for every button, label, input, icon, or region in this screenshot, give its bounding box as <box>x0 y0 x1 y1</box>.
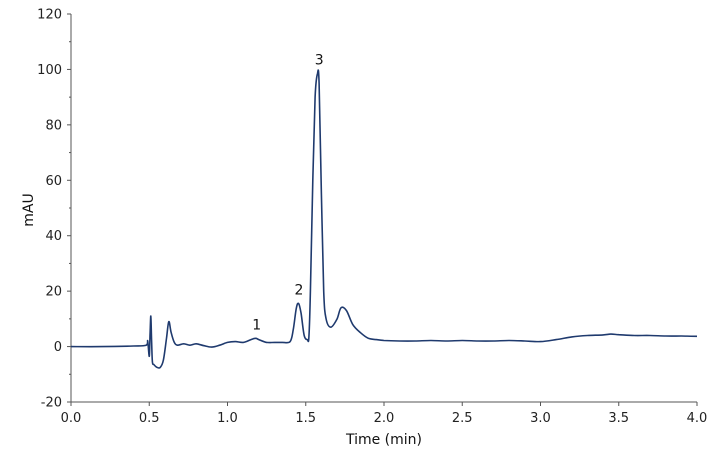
peak-label-2: 2 <box>294 283 303 299</box>
peak-label-3: 3 <box>315 53 324 69</box>
y-axis-title: mAU <box>21 193 37 226</box>
x-tick-label: 2.0 <box>374 411 395 426</box>
y-tick-label: 80 <box>45 118 62 133</box>
x-axis: 0.0 0.5 1.0 1.5 2.0 2.5 3.0 3.5 4.0 <box>61 401 708 426</box>
y-tick-label: 60 <box>45 174 62 189</box>
y-tick-label: 120 <box>37 8 62 23</box>
x-tick-label: 1.0 <box>217 411 238 426</box>
x-tick-label: 0.0 <box>61 411 82 426</box>
x-tick-label: 4.0 <box>687 411 708 426</box>
y-tick-label: 100 <box>37 63 62 78</box>
x-tick-label: 3.5 <box>608 411 629 426</box>
x-axis-title: Time (min) <box>345 432 422 448</box>
peak-label-1: 1 <box>252 317 261 333</box>
y-tick-label: -20 <box>41 396 62 411</box>
y-tick-label: 0 <box>54 340 62 355</box>
x-tick-label: 2.5 <box>452 411 473 426</box>
y-tick-label: 20 <box>45 285 62 300</box>
x-tick-label: 0.5 <box>139 411 160 426</box>
peak-annotations: 1 2 3 <box>252 53 324 334</box>
y-axis: -20 0 20 40 60 80 100 120 <box>37 8 72 411</box>
x-tick-label: 3.0 <box>530 411 551 426</box>
y-tick-label: 40 <box>45 229 62 244</box>
x-tick-label: 1.5 <box>295 411 316 426</box>
chromatogram-trace <box>70 69 698 369</box>
